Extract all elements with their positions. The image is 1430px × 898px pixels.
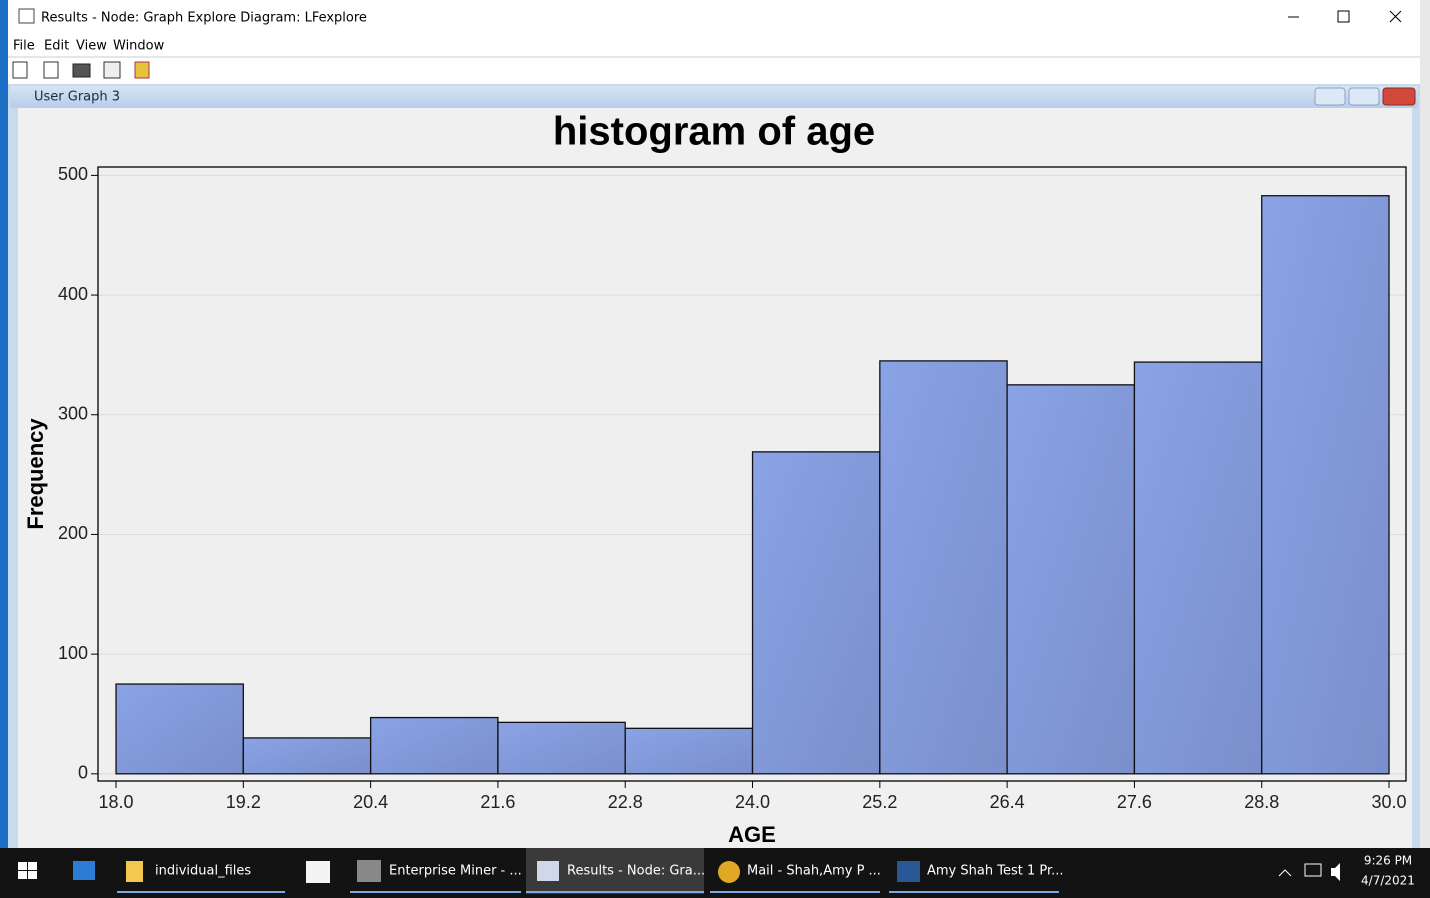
plot-frame xyxy=(97,166,1407,782)
toolbar-button[interactable] xyxy=(12,61,28,79)
histogram-bar xyxy=(1133,361,1263,775)
menu-item[interactable]: Edit xyxy=(44,39,69,54)
task-label[interactable]: Results - Node: Gra... xyxy=(567,864,705,879)
toolbar-button[interactable] xyxy=(43,61,59,79)
task-icon[interactable] xyxy=(126,861,143,882)
clock-date[interactable]: 4/7/2021 xyxy=(1361,874,1415,888)
plot: 0 100 200 300 400 500 18.0 19.2 20.4 21.6 22.8 24.0… xyxy=(58,164,1407,812)
x-tick-label: 28.8 xyxy=(1244,792,1279,812)
y-tick-label: 100 xyxy=(58,643,88,663)
x-tick-label: 19.2 xyxy=(226,792,261,812)
task-icon[interactable] xyxy=(897,861,920,882)
store-icon[interactable] xyxy=(306,861,330,883)
task-view[interactable] xyxy=(73,861,95,880)
histogram-bar xyxy=(369,716,499,775)
right-border xyxy=(1420,0,1430,848)
start-button[interactable] xyxy=(28,862,37,870)
histogram-bar xyxy=(497,721,626,775)
menu-item[interactable]: File xyxy=(13,39,35,54)
task-label[interactable]: Amy Shah Test 1 Pr... xyxy=(927,864,1064,879)
maximize-button[interactable] xyxy=(1337,10,1350,23)
histogram-bar xyxy=(115,683,244,775)
task-label[interactable]: Enterprise Miner - ... xyxy=(389,864,522,879)
y-tick-label: 200 xyxy=(58,523,88,543)
toolbar-button[interactable] xyxy=(134,61,150,79)
menu-item[interactable]: Window xyxy=(113,39,165,54)
histogram-bar xyxy=(624,727,754,775)
x-tick-label: 25.2 xyxy=(862,792,897,812)
inner-restore[interactable] xyxy=(1348,87,1380,106)
toolbar-button[interactable] xyxy=(103,61,121,79)
start-button[interactable] xyxy=(28,871,37,879)
start-button[interactable] xyxy=(18,871,27,879)
y-axis-label: Frequency xyxy=(23,418,48,530)
task-icon[interactable] xyxy=(357,860,381,882)
chart-title: histogram of age xyxy=(553,110,875,154)
x-tick-label: 26.4 xyxy=(990,792,1025,812)
x-tick-label: 27.6 xyxy=(1117,792,1152,812)
close-button[interactable] xyxy=(1389,10,1402,23)
tray-arrow[interactable] xyxy=(1278,869,1292,877)
inner-close[interactable] xyxy=(1382,87,1416,106)
inner-title: User Graph 3 xyxy=(34,90,120,105)
x-tick-label: 24.0 xyxy=(735,792,770,812)
x-tick-label: 22.8 xyxy=(608,792,643,812)
histogram-bar xyxy=(1006,384,1136,775)
task-label[interactable]: individual_files xyxy=(155,864,251,879)
x-axis-label: AGE xyxy=(728,822,776,847)
y-tick-label: 0 xyxy=(78,763,88,783)
network-icon[interactable] xyxy=(1304,863,1322,877)
inner-minimize[interactable] xyxy=(1314,87,1346,106)
y-tick-label: 400 xyxy=(58,284,88,304)
window-title: Results - Node: Graph Explore Diagram: L… xyxy=(41,11,367,26)
start-button[interactable] xyxy=(18,862,27,870)
volume-icon[interactable] xyxy=(1331,863,1340,881)
clock-time[interactable]: 9:26 PM xyxy=(1364,854,1412,868)
left-border xyxy=(0,0,8,848)
toolbar-button[interactable] xyxy=(72,63,91,78)
task-icon[interactable] xyxy=(718,861,740,883)
task-label[interactable]: Mail - Shah,Amy P ... xyxy=(747,864,881,879)
x-tick-label: 21.6 xyxy=(480,792,515,812)
x-tick-label: 30.0 xyxy=(1372,792,1407,812)
task-icon[interactable] xyxy=(537,861,559,881)
histogram-bar xyxy=(879,360,1008,775)
histogram-bar xyxy=(751,451,881,775)
y-tick-label: 300 xyxy=(58,404,88,424)
histogram-bar xyxy=(1261,195,1390,775)
menu-item[interactable]: View xyxy=(76,39,107,54)
taskbar xyxy=(0,848,1430,898)
x-tick-label: 18.0 xyxy=(99,792,134,812)
y-tick-label: 500 xyxy=(58,164,88,184)
app-icon xyxy=(18,8,35,24)
inner-title-bar xyxy=(10,86,1418,108)
x-tick-label: 20.4 xyxy=(353,792,388,812)
histogram-bar xyxy=(242,737,372,775)
